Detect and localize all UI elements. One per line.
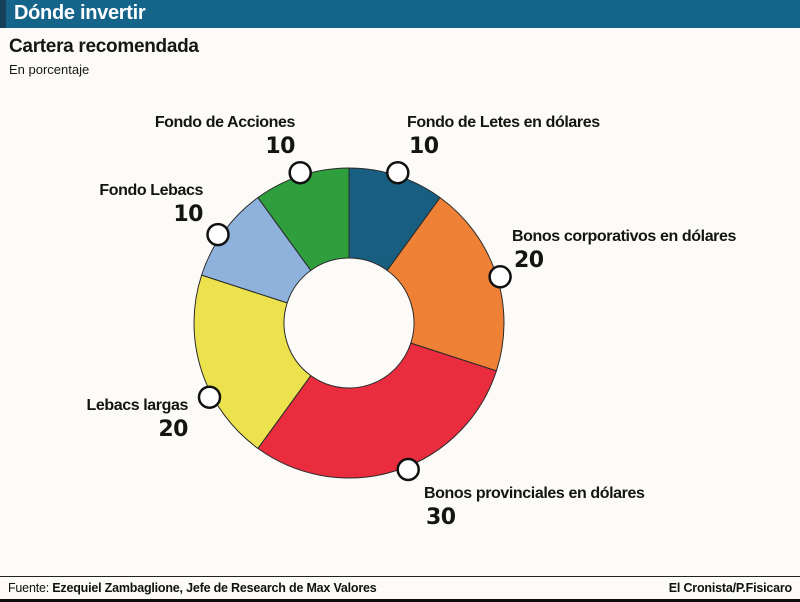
label-bonos-corporativos: Bonos corporativos en dólares 20 (512, 227, 736, 272)
segment-label: Bonos provinciales en dólares (424, 485, 645, 502)
chart-title: Cartera recomendada (9, 36, 199, 57)
label-fondo-de-letes: Fondo de Letes en dólares 10 (407, 113, 600, 158)
source-name: Ezequiel Zambaglione, Jefe de Research d… (52, 581, 377, 595)
segment-value: 10 (409, 134, 439, 159)
segment-marker-dot-2 (396, 457, 420, 482)
publisher-credit: El Cronista/P.Fisicaro (668, 581, 792, 595)
segment-value: 20 (514, 248, 544, 273)
donut-segment-3 (193, 274, 312, 450)
segment-label: Fondo de Letes en dólares (407, 114, 600, 131)
segment-value: 30 (426, 505, 456, 530)
segment-value: 20 (158, 417, 188, 442)
page-title: Dónde invertir (14, 2, 146, 24)
chart-unit-note: En porcentaje (9, 62, 90, 77)
segment-marker-dot-5 (288, 160, 312, 185)
segment-marker-dot-1 (488, 265, 512, 289)
donut-segment-1 (386, 196, 505, 372)
footer-bar: Fuente: Ezequiel Zambaglione, Jefe de Re… (0, 576, 800, 602)
segment-marker-dot-3 (197, 385, 222, 409)
label-fondo-de-acciones: Fondo de Acciones 10 (154, 113, 296, 159)
source-prefix: Fuente: (8, 581, 49, 595)
source-credit: Fuente: Ezequiel Zambaglione, Jefe de Re… (8, 581, 377, 595)
segment-marker-dot-0 (386, 160, 410, 185)
segment-value: 10 (265, 134, 295, 159)
segment-marker-dot-4 (206, 222, 230, 247)
segment-value: 10 (173, 202, 203, 227)
segment-label: Lebacs largas (86, 397, 188, 414)
chart-subtitle-block: Cartera recomendada En porcentaje (9, 36, 199, 77)
donut-segment-2 (257, 342, 498, 479)
label-lebacs-largas: Lebacs largas 20 (86, 396, 188, 441)
segment-label: Fondo Lebacs (99, 182, 203, 199)
donut-segment-5 (257, 167, 350, 272)
segment-label: Fondo de Acciones (154, 114, 296, 131)
label-fondo-lebacs: Fondo Lebacs 10 (99, 181, 203, 226)
label-bonos-provinciales: Bonos provinciales en dólares 30 (424, 484, 645, 530)
segment-label: Bonos corporativos en dólares (512, 228, 737, 245)
header-bar: Dónde invertir (0, 0, 800, 28)
